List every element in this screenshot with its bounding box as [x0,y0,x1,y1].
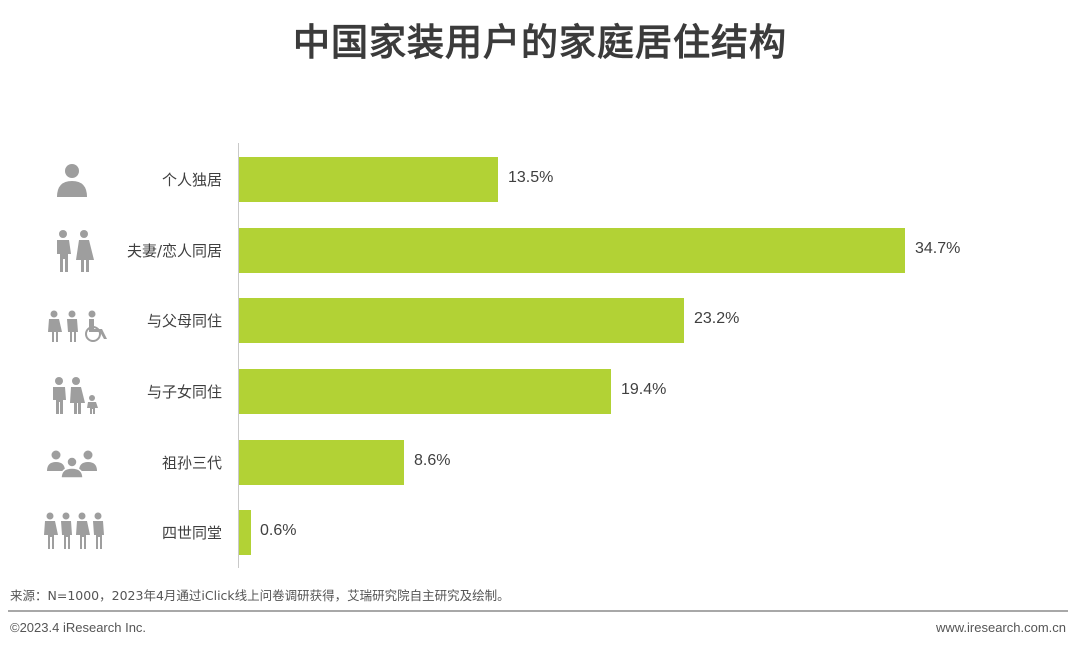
footer-divider [8,610,1068,612]
category-label: 个人独居 [161,171,222,189]
category-label: 祖孙三代 [161,454,222,472]
parents-with-elder-icon [48,310,107,342]
bar-row: 与子女同住 19.4% [0,369,1080,415]
bar [239,228,905,273]
value-label: 0.6% [260,522,297,539]
category-label: 与子女同住 [146,383,222,401]
bar [239,298,684,343]
bar [239,157,498,202]
bar-row: 夫妻/恋人同居 34.7% [0,228,1080,274]
category-label: 四世同堂 [161,524,222,542]
value-label: 13.5% [508,169,554,186]
bar [239,440,404,485]
value-label: 34.7% [915,240,961,257]
value-label: 8.6% [414,452,451,469]
bar [239,369,611,414]
bar-row: 个人独居 13.5% [0,157,1080,203]
website-link: www.iresearch.com.cn [935,620,1066,635]
copyright: ©2023.4 iResearch Inc. [10,620,147,635]
chart-title: 中国家装用户的家庭居住结构 [293,21,787,64]
couple-icon [57,230,94,272]
single-person-icon [57,164,87,197]
family-with-child-icon [53,377,98,414]
y-axis-line [238,143,239,568]
three-generations-icon [47,450,97,479]
four-generations-icon [44,512,104,549]
bar [239,510,251,555]
value-label: 19.4% [621,381,667,398]
source-note: 来源：N=1000，2023年4月通过iClick线上问卷调研获得，艾瑞研究院自… [10,588,510,603]
bar-row: 祖孙三代 8.6% [0,440,1080,486]
bar-row: 四世同堂 0.6% [0,510,1080,556]
category-label: 与父母同住 [146,312,222,330]
bar-row: 与父母同住 23.2% [0,298,1080,344]
value-label: 23.2% [694,310,740,327]
category-label: 夫妻/恋人同居 [126,242,222,260]
